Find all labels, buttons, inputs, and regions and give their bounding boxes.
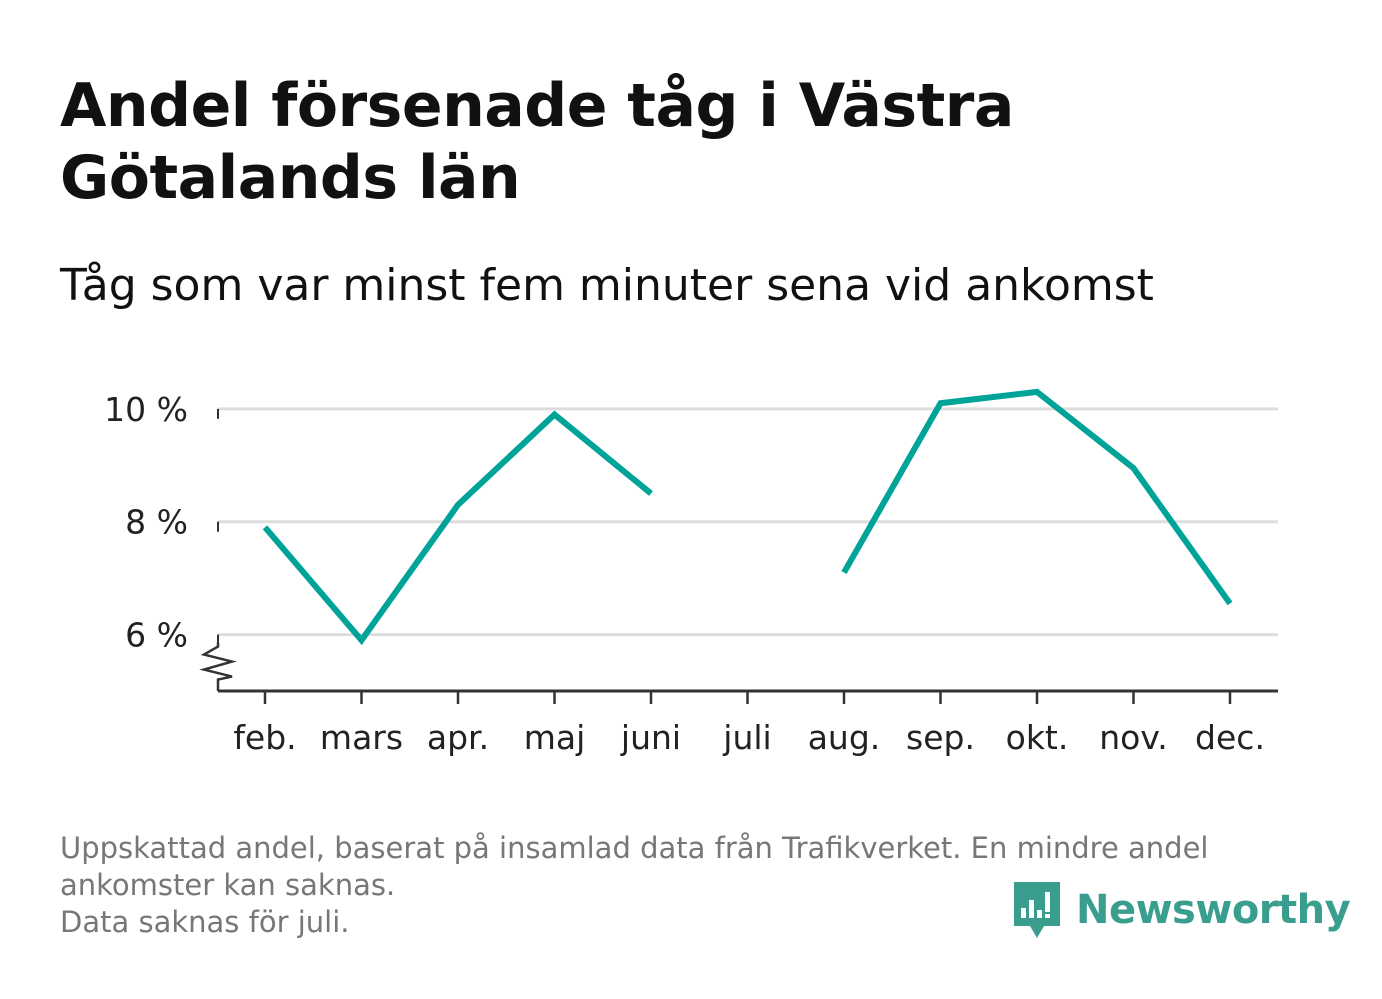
brand-name: Newsworthy [1076,887,1351,933]
tick-labels: 6 % 8 % 10 % feb. mars apr. maj juni juli aug. sep… [104,390,1265,757]
series [262,388,1233,646]
y-tick-label: 10 % [104,390,188,429]
x-tick-label: dec. [1195,718,1265,757]
x-tick-label: feb. [233,718,296,757]
chart-title: Andel försenade tåg i Västra Götalands l… [60,71,1014,213]
x-tick-label: maj [524,718,586,757]
footnote-line: ankomster kan saknas. [60,868,396,902]
y-tick-label: 6 % [125,616,188,655]
x-tick-label: sep. [906,718,975,757]
newsworthy-logo-icon [1014,882,1060,938]
footnote: Uppskattad andel, baserat på insamlad da… [60,830,1330,941]
x-tick-label: nov. [1099,718,1168,757]
x-tick-label: aug. [808,718,881,757]
x-tick-label: juli [722,718,771,757]
line-chart: 6 % 8 % 10 % feb. mars apr. maj juni juli aug. sep… [104,388,1278,757]
footnote-line: Uppskattad andel, baserat på insamlad da… [60,831,1209,865]
brand-logo: Newsworthy [1012,880,1351,940]
gridlines [218,407,1278,637]
x-tick-label: okt. [1006,718,1069,757]
chart-subtitle: Tåg som var minst fem minuter sena vid a… [60,260,1154,311]
x-tick-label: juni [620,718,681,757]
series-line [841,388,1233,606]
x-tick-label: apr. [427,718,489,757]
y-tick-label: 8 % [125,503,188,542]
axis-break-icon [199,642,237,691]
axes [199,408,1278,704]
series-line [262,410,653,646]
footnote-line: Data saknas för juli. [60,905,350,939]
x-tick-label: mars [320,718,403,757]
